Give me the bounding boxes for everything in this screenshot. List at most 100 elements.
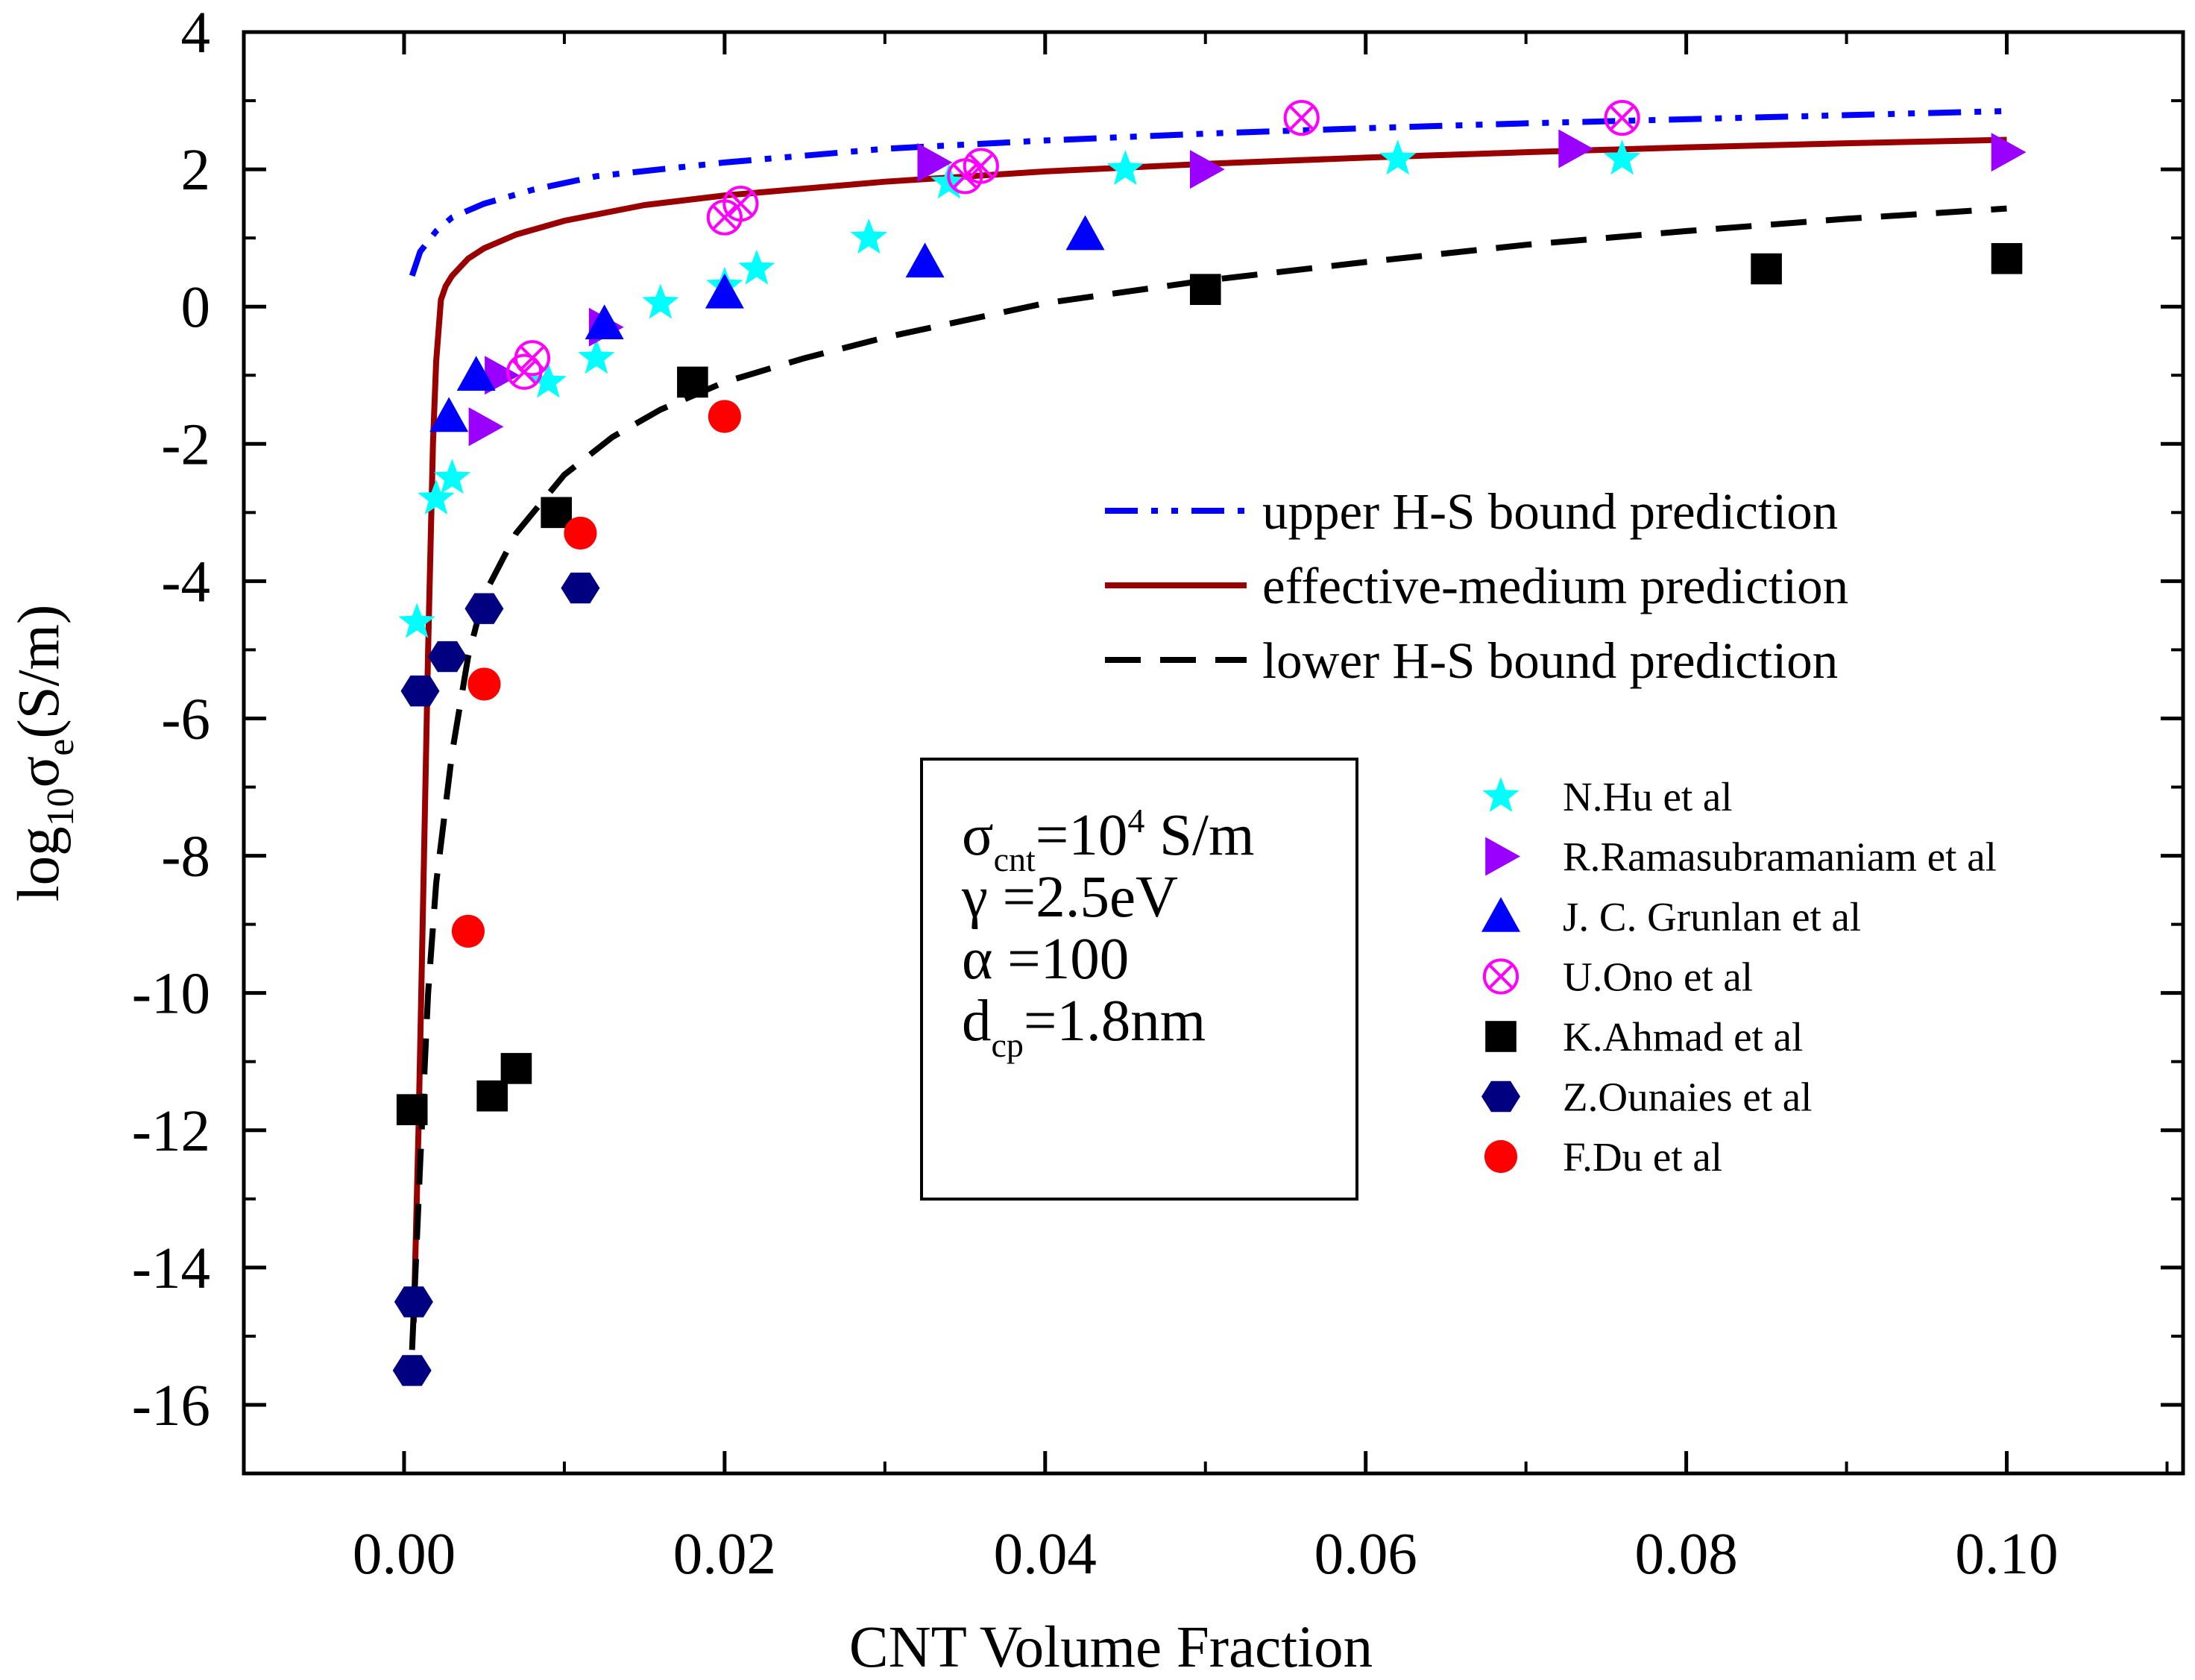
y-tick-label: 0 — [181, 275, 211, 340]
data-point-series-2 — [1991, 133, 2026, 172]
data-point-series-1 — [738, 249, 775, 285]
data-point-series-1 — [642, 283, 679, 319]
param-superscript: 4 — [1127, 802, 1144, 840]
y-title-unit: (S/m) — [7, 605, 72, 739]
y-tick-label: 2 — [181, 138, 211, 203]
param-symbol: α — [962, 927, 992, 992]
x-tick-label: 0.10 — [1955, 1522, 2058, 1587]
data-point-series-4 — [1604, 99, 1640, 136]
x-tick-label: 0.02 — [673, 1522, 776, 1587]
y-title-log-sub: 10 — [40, 787, 82, 826]
param-value: =1.8nm — [1024, 989, 1206, 1054]
data-point-series-3 — [905, 242, 945, 278]
data-point-series-7 — [451, 914, 485, 948]
data-point-series-1 — [1603, 139, 1641, 175]
data-point-series-4 — [963, 148, 999, 184]
data-point-series-7 — [467, 667, 501, 701]
data-point-series-5 — [677, 366, 708, 398]
data-point-series-1 — [433, 459, 471, 494]
data-point-series-1 — [418, 479, 455, 515]
marker-ring — [1283, 99, 1320, 136]
prediction-line-2 — [410, 136, 2007, 1323]
y-axis-title: log10σe(S/m) — [7, 605, 82, 902]
marker-cross — [968, 153, 994, 179]
y-title-sigma: σ — [7, 756, 72, 788]
x-tick-label: 0.04 — [994, 1522, 1097, 1587]
param-line: α =100 — [962, 927, 1129, 992]
y-tick-label: -12 — [132, 1099, 210, 1164]
y-tick-label: -2 — [161, 412, 210, 477]
marker-ring — [1482, 958, 1520, 995]
legend-marker-symbol — [1484, 1139, 1518, 1174]
legend-marker-label: N.Hu et al — [1563, 774, 1733, 819]
marker-cross — [1609, 105, 1635, 131]
param-value: =2.5eV — [988, 865, 1178, 930]
data-point-series-2 — [1189, 150, 1225, 189]
x-axis-title: CNT Volume Fraction — [849, 1615, 1373, 1680]
data-point-series-4 — [722, 186, 759, 222]
data-point-series-4 — [1283, 99, 1320, 136]
data-point-series-3 — [1065, 215, 1105, 251]
y-tick-label: -4 — [161, 550, 210, 614]
legend-marker-symbol — [1481, 1080, 1520, 1113]
data-point-series-1 — [1106, 150, 1144, 186]
data-point-series-2 — [468, 407, 504, 447]
marker-cross — [711, 204, 737, 230]
legend-line-label: lower H-S bound prediction — [1262, 632, 1838, 689]
param-line: dcp=1.8nm — [962, 989, 1206, 1064]
data-point-series-3 — [429, 397, 469, 432]
data-point-series-5 — [1751, 253, 1782, 285]
params-box — [920, 758, 1358, 1201]
data-point-series-4 — [947, 158, 983, 195]
data-point-series-4 — [514, 340, 551, 377]
y-tick-label: -6 — [161, 687, 210, 752]
data-point-series-2 — [485, 356, 520, 395]
legend-marker-label: J. C. Grunlan et al — [1563, 894, 1861, 940]
data-point-series-5 — [500, 1053, 532, 1084]
y-tick-label: -8 — [161, 825, 210, 890]
data-point-series-6 — [561, 572, 600, 604]
data-point-series-1 — [398, 603, 435, 638]
data-point-series-2 — [917, 142, 953, 182]
legend-marker-symbol — [1485, 1021, 1517, 1052]
prediction-line-1 — [409, 107, 2007, 277]
param-symbol: γ — [961, 865, 988, 930]
y-tick-label: -14 — [132, 1236, 210, 1301]
param-subscript: cnt — [994, 840, 1036, 878]
legend-marker-symbol — [1482, 777, 1520, 812]
data-point-series-1 — [850, 218, 888, 254]
data-point-series-5 — [396, 1094, 428, 1125]
marker-ring — [1604, 99, 1640, 136]
legend-line-label: effective-medium prediction — [1262, 558, 1848, 614]
data-point-series-1 — [1379, 139, 1417, 175]
y-title-log: log — [7, 826, 72, 902]
x-tick-label: 0.08 — [1635, 1522, 1738, 1587]
plot-frame — [242, 30, 2185, 1476]
tick-labels: 0.00 0.02 0.04 0.06 0.08 0.10 -16 -14 -12 -10 -8 -6… — [132, 1, 2059, 1587]
legend-marker-label: K.Ahmad et al — [1563, 1014, 1803, 1060]
legend-marker-symbol — [1482, 958, 1520, 995]
legend-line-label: upper H-S bound prediction — [1262, 483, 1838, 540]
prediction-line-3 — [409, 205, 2007, 1350]
data-point-series-5 — [1991, 242, 2023, 274]
y-tick-label: -16 — [132, 1374, 210, 1438]
marker-ring — [722, 186, 759, 222]
data-point-series-6 — [394, 1286, 433, 1318]
marker-ring — [514, 340, 551, 377]
data-point-series-2 — [1558, 129, 1594, 169]
y-tick-label: -10 — [132, 962, 210, 1027]
param-symbol: d — [962, 989, 992, 1054]
legend-marker-symbol — [1481, 897, 1520, 932]
data-point-series-5 — [541, 497, 572, 529]
legend-marker-label: Z.Ounaies et al — [1563, 1075, 1812, 1120]
data-markers — [392, 99, 2026, 1386]
legend-marker-label: U.Ono et al — [1563, 954, 1753, 1000]
marker-cross — [952, 163, 978, 189]
data-point-series-1 — [578, 339, 615, 374]
param-unit: S/m — [1144, 803, 1254, 868]
data-point-series-6 — [392, 1355, 432, 1386]
data-point-series-6 — [428, 641, 467, 673]
marker-legend: N.Hu et al R.Ramasubramaniam et al J. C. G… — [1481, 774, 1997, 1180]
